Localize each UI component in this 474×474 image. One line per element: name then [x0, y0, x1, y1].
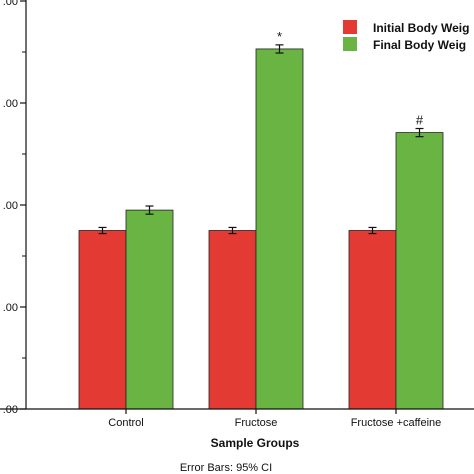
- category-label-2: Fructose +caffeine: [351, 417, 442, 429]
- error-bars: [98, 44, 424, 235]
- bars: [78, 48, 444, 410]
- significance-mark-2: #: [416, 113, 424, 128]
- category-label-1: Fructose: [235, 417, 278, 429]
- legend-swatch-final: [343, 37, 357, 51]
- y-tick-label-0: .00: [3, 404, 18, 416]
- y-tick-label-2: .00: [3, 200, 18, 212]
- annotations: *#: [277, 29, 424, 128]
- legend-label-final: Final Body Weig: [373, 38, 466, 52]
- category-labels: Control Fructose Fructose +caffeine: [108, 409, 441, 429]
- bar-initial-2: [348, 230, 397, 410]
- y-tick-label-4: .00: [3, 0, 18, 8]
- x-axis-title: Sample Groups: [211, 436, 300, 450]
- bar-initial-0: [78, 230, 127, 410]
- error-bar-initial-1: [228, 226, 237, 235]
- y-tick-label-1: .00: [3, 302, 18, 314]
- y-tick-label-3: .00: [3, 98, 18, 110]
- error-bar-final-0: [145, 205, 154, 215]
- bar-final-2: [395, 132, 444, 410]
- error-bar-final-2: [415, 127, 424, 138]
- legend-swatch-initial: [343, 20, 357, 34]
- footnote: Error Bars: 95% CI: [180, 462, 272, 474]
- error-bar-initial-2: [368, 226, 377, 235]
- legend: Initial Body Weig Final Body Weig: [343, 20, 469, 52]
- bar-final-1: [255, 48, 304, 410]
- y-axis: .00 .00 .00 .00 .00: [3, 0, 26, 416]
- significance-mark-1: *: [277, 29, 282, 44]
- bar-final-0: [125, 209, 174, 410]
- legend-label-initial: Initial Body Weig: [373, 21, 469, 35]
- error-bar-final-1: [275, 44, 284, 54]
- bar-initial-1: [208, 230, 257, 410]
- error-bar-initial-0: [98, 226, 107, 235]
- category-label-0: Control: [108, 417, 143, 429]
